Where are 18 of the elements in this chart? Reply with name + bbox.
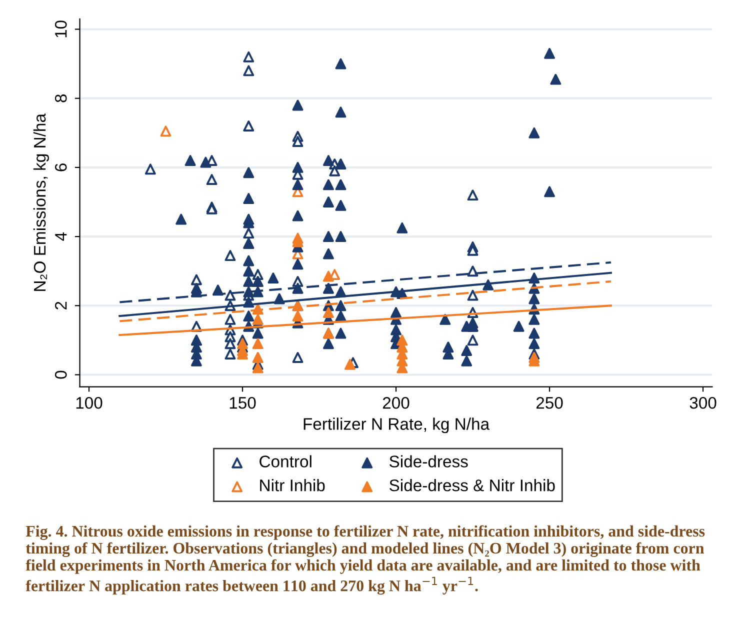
x-axis-title: Fertilizer N Rate, kg N/ha: [304, 418, 490, 434]
x-tick-label: 300: [690, 396, 716, 409]
legend-label: Control: [260, 455, 312, 468]
y-tick-label: 4: [55, 232, 67, 241]
y-tick-label: 2: [54, 302, 67, 310]
x-tick-label: 200: [382, 396, 410, 409]
x-tick-label: 100: [76, 396, 102, 409]
y-tick-label: 8: [54, 94, 67, 102]
x-tick-label: 250: [536, 396, 563, 409]
x-tick-label: 150: [230, 396, 256, 409]
y-tick-label: 0: [54, 370, 67, 379]
legend-label: Nitr Inhib: [260, 479, 325, 492]
legend-label: Side-dress: [390, 455, 468, 468]
y-tick-label: 6: [54, 164, 67, 172]
caption: Fig. 4. Nitrous oxide emissions in response to fertilizer N rate, nitrification inhibitors, and side-dress timing of N fertilizer. Observations (triangles) and modeled lines (N₂O Model 3) originate from corn field experiments in North America for which yield data are available, and are limited to those with fertilizer N application rates between 110 and 270 kg N ha$^{−1}$ yr$^{−1}$.: [26, 525, 705, 595]
legend-label: Side-dress & Nitr Inhib: [390, 479, 555, 492]
y-tick-label: 10: [54, 20, 67, 38]
y-axis-title: N₂O Emissions, kg N/ha: [33, 113, 49, 291]
